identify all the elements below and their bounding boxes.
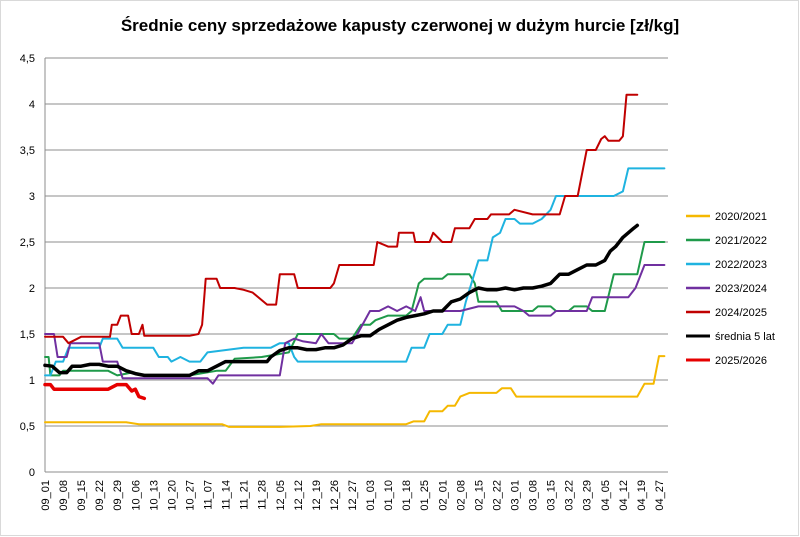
series-line-4	[44, 264, 666, 385]
series-line-2	[44, 241, 666, 377]
x-tick-label: 11_21	[239, 480, 251, 510]
x-tick-label: 12_27	[347, 480, 359, 511]
y-tick-label: 3	[29, 191, 35, 203]
x-tick-label: 03_01	[510, 480, 522, 511]
y-tick-label: 3,5	[20, 145, 35, 157]
legend-label: 2025/2026	[715, 355, 767, 367]
x-tick-label: 09_15	[76, 480, 88, 511]
x-tick-label: 12_19	[311, 480, 323, 511]
x-tick-label: 04_05	[600, 480, 612, 511]
chart-title: Średnie ceny sprzedażowe kapusty czerwon…	[120, 16, 680, 35]
x-tick-label: 12_05	[275, 480, 287, 511]
y-tick-label: 2	[29, 283, 35, 295]
x-tick-label: 01_25	[419, 480, 431, 511]
series-line-6	[43, 223, 640, 378]
x-tick-label: 12_26	[329, 480, 341, 511]
x-tick-label: 03_22	[564, 480, 576, 511]
x-tick-label: 04_27	[654, 480, 666, 511]
x-tick-label: 02_22	[491, 480, 503, 511]
y-tick-label: 4	[29, 99, 35, 111]
y-tick-label: 1,5	[20, 329, 35, 341]
legend-label: 2020/2021	[715, 211, 767, 223]
x-tick-label: 03_08	[528, 480, 540, 511]
y-tick-label: 0	[29, 467, 35, 479]
x-tick-label: 10_06	[130, 480, 142, 511]
legend-label: 2022/2023	[715, 259, 767, 271]
y-tick-label: 4,5	[20, 53, 35, 65]
x-tick-label: 10_20	[166, 480, 178, 511]
x-tick-label: 10_27	[184, 480, 196, 511]
series-line-3	[44, 167, 666, 377]
x-tick-label: 09_29	[112, 480, 124, 511]
x-tick-label: 02_01	[437, 480, 449, 511]
x-tick-label: 02_08	[455, 480, 467, 511]
series-line-5	[44, 93, 639, 345]
x-tick-label: 11_07	[203, 480, 215, 510]
y-tick-label: 2,5	[20, 237, 35, 249]
x-tick-label: 03_29	[582, 480, 594, 511]
x-tick-label: 03_15	[546, 480, 558, 511]
x-tick-label: 09_08	[58, 480, 70, 511]
x-tick-label: 11_14	[221, 480, 233, 510]
x-tick-label: 11_28	[257, 480, 269, 510]
legend-label: 2024/2025	[715, 307, 767, 319]
x-tick-label: 12_12	[293, 480, 305, 511]
x-tick-label: 09_22	[94, 480, 106, 511]
x-tick-label: 04_12	[618, 480, 630, 511]
y-tick-label: 1	[29, 375, 35, 387]
series-line-1	[44, 355, 666, 428]
legend-label: 2023/2024	[715, 283, 767, 295]
legend-label: średnia 5 lat	[715, 331, 775, 343]
x-tick-label: 04_19	[636, 480, 648, 511]
x-tick-label: 01_18	[401, 480, 413, 511]
x-tick-label: 01_10	[383, 480, 395, 511]
x-tick-label: 10_13	[148, 480, 160, 511]
y-tick-label: 0,5	[20, 421, 35, 433]
series-line-7	[43, 382, 147, 401]
legend-label: 2021/2022	[715, 235, 767, 247]
x-tick-label: 09_01	[40, 480, 52, 511]
x-tick-label: 01_03	[365, 480, 377, 511]
x-tick-label: 02_15	[473, 480, 485, 511]
